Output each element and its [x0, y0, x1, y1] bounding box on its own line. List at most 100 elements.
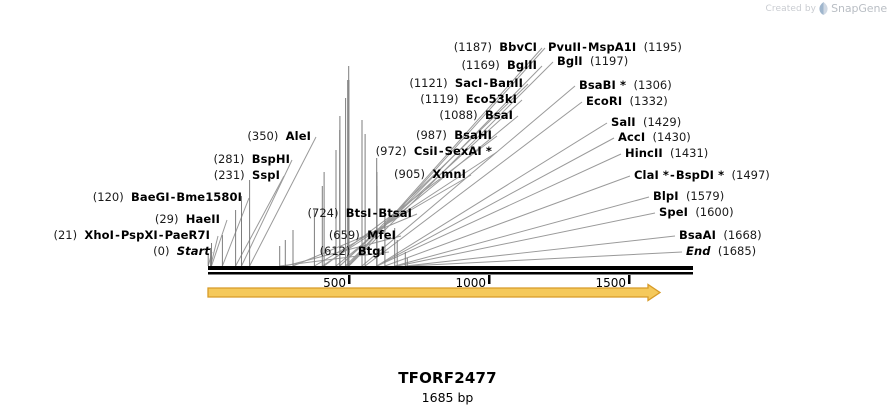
site-label-724: (724) BtsI-BtsaI — [0, 207, 412, 221]
enzyme-name: BsaHI — [454, 128, 492, 142]
site-position: (1187) — [453, 40, 492, 54]
site-label-1668: BsaAI (1668) — [679, 229, 762, 243]
snapgene-logo-icon — [819, 2, 828, 15]
site-label-0: (0) Start — [0, 245, 210, 259]
site-position: (1121) — [409, 76, 448, 90]
watermark-prefix: Created by — [765, 3, 817, 14]
site-position: (987) — [415, 128, 447, 142]
enzyme-name: SacI — [454, 76, 483, 90]
enzyme-name: AleI — [285, 129, 311, 143]
site-position: (231) — [213, 168, 245, 182]
enzyme-name: HincII — [625, 146, 663, 160]
enzyme-name: ClaI * — [634, 168, 670, 182]
site-position: (1497) — [731, 168, 770, 182]
site-position: (1197) — [589, 54, 629, 68]
enzyme-name: HaeII — [185, 212, 220, 226]
site-position: (1431) — [670, 146, 709, 160]
site-position: (1430) — [652, 130, 691, 144]
site-position: (1579) — [685, 189, 725, 203]
site-position: (724) — [307, 206, 339, 220]
site-label-1195: PvuII-MspA1I (1195) — [548, 41, 682, 55]
enzyme-name: BtsaI — [378, 206, 412, 220]
site-label-905: (905) XmnI — [0, 168, 466, 182]
site-label-1197: BglI (1197) — [557, 55, 628, 69]
enzyme-separator: - — [115, 228, 120, 242]
site-label-1431: HincII (1431) — [625, 147, 708, 161]
enzyme-separator: - — [372, 206, 378, 220]
ruler-tick-label-1000: 1000 — [455, 276, 486, 290]
site-position: (29) — [154, 212, 179, 226]
enzyme-name: SexAI * — [444, 144, 492, 158]
site-position: (1088) — [439, 108, 478, 122]
enzyme-name: Eco53kI — [465, 92, 517, 106]
site-label-120: (120) BaeGI-Bme1580I — [0, 191, 242, 205]
enzyme-name: Start — [176, 244, 210, 258]
enzyme-name: BglI — [557, 54, 583, 68]
enzyme-name: SalI — [611, 115, 636, 129]
site-label-1430: AccI (1430) — [618, 131, 691, 145]
snapgene-watermark: Created by SnapGene — [766, 2, 887, 15]
site-label-350: (350) AleI — [0, 130, 311, 144]
enzyme-name: End — [686, 244, 711, 258]
enzyme-name: BtgI — [357, 244, 385, 258]
enzyme-name: BsaAI — [679, 228, 717, 242]
site-label-1429: SalI (1429) — [611, 116, 681, 130]
site-position: (350) — [247, 129, 279, 143]
enzyme-name: BanII — [489, 76, 523, 90]
site-label-1169: (1169) BglII — [0, 59, 537, 73]
enzyme-separator: - — [582, 40, 587, 54]
site-tick-marks — [207, 66, 408, 266]
watermark-brand: SnapGene — [831, 2, 887, 15]
site-label-231: (231) SspI — [0, 169, 280, 183]
ruler-major-ticks — [348, 275, 631, 284]
ruler-tick-label-500: 500 — [323, 276, 346, 290]
site-label-1119: (1119) Eco53kI — [0, 93, 517, 107]
site-position: (1119) — [420, 92, 459, 106]
enzyme-separator: - — [483, 76, 489, 90]
enzyme-name: SspI — [251, 168, 280, 182]
sequence-bar — [208, 266, 693, 275]
enzyme-name: BbvCI — [499, 40, 537, 54]
site-label-1497: ClaI *-BspDI * (1497) — [634, 169, 770, 183]
enzyme-name: MspA1I — [587, 40, 637, 54]
site-label-281: (281) BspHI — [0, 153, 290, 167]
site-position: (1332) — [629, 94, 668, 108]
site-position: (1668) — [723, 228, 762, 242]
site-label-29: (29) HaeII — [0, 213, 220, 227]
sequence-length: 1685 bp — [421, 390, 474, 405]
site-label-659: (659) MfeI — [0, 229, 396, 243]
site-label-1187: (1187) BbvCI — [0, 41, 537, 55]
site-label-1306: BsaBI * (1306) — [579, 79, 672, 93]
enzyme-separator: - — [158, 228, 164, 242]
enzyme-name: BglII — [507, 58, 537, 72]
enzyme-separator: - — [170, 190, 176, 204]
site-position: (21) — [53, 228, 78, 242]
enzyme-name: BaeGI — [131, 190, 170, 204]
leader-lines — [207, 47, 683, 267]
site-label-972: (972) CsiI-SexAI * — [0, 145, 492, 159]
enzyme-name: BlpI — [653, 189, 679, 203]
site-label-1579: BlpI (1579) — [653, 190, 724, 204]
site-position: (1169) — [461, 58, 500, 72]
enzyme-name: EcoRI — [586, 94, 623, 108]
enzyme-name: PaeR7I — [164, 228, 210, 242]
site-position: (1195) — [643, 40, 682, 54]
enzyme-separator: - — [438, 144, 444, 158]
site-position: (905) — [394, 167, 425, 181]
site-position: (612) — [319, 244, 351, 258]
enzyme-name: MfeI — [367, 228, 396, 242]
enzyme-name: PvuII — [548, 40, 582, 54]
site-position: (281) — [213, 152, 245, 166]
enzyme-name: BtsI — [345, 206, 372, 220]
enzyme-name: CsiI — [413, 144, 438, 158]
sequence-title-block: TFORF2477 1685 bp — [0, 369, 895, 405]
enzyme-name: Bme1580I — [176, 190, 242, 204]
site-position: (659) — [328, 228, 360, 242]
enzyme-name: BsaI — [484, 108, 513, 122]
site-position: (1429) — [642, 115, 682, 129]
site-label-1332: EcoRI (1332) — [586, 95, 668, 109]
ruler-tick-label-1500: 1500 — [595, 276, 626, 290]
site-label-987: (987) BsaHI — [0, 129, 492, 143]
enzyme-name: BsaBI * — [579, 78, 627, 92]
